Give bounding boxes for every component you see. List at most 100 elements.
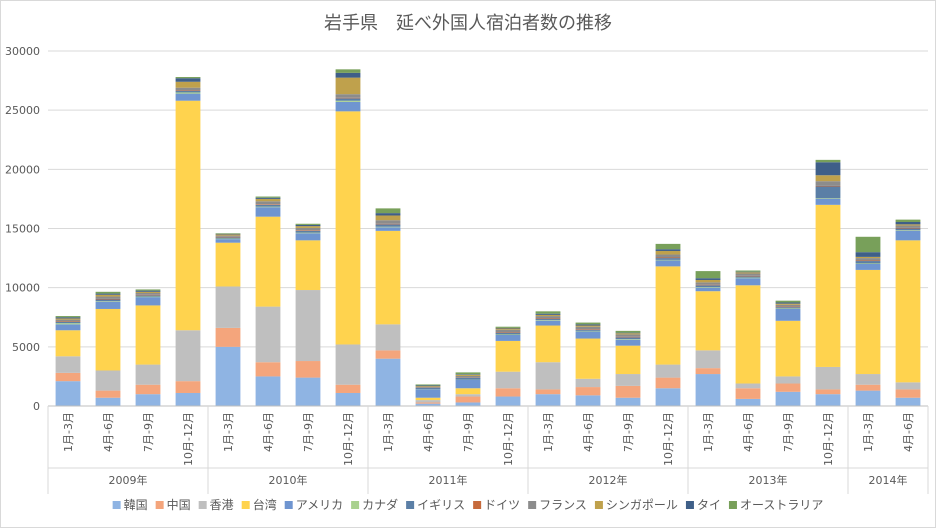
bar-segment (175, 90, 201, 93)
x-category-label: 4月-6月 (742, 412, 755, 452)
x-category-label: 10月-12月 (502, 412, 515, 466)
bar-segment (295, 232, 321, 234)
bar-segment (55, 321, 81, 324)
bar-segment (615, 330, 641, 333)
legend-label: オーストラリア (740, 498, 823, 512)
bar-stack (775, 300, 801, 406)
bar-segment (895, 230, 921, 231)
bar-segment (615, 374, 641, 386)
bar-segment (295, 223, 321, 225)
bar-segment (535, 318, 561, 320)
bar-segment (615, 332, 641, 334)
bar-segment (255, 206, 281, 208)
legend-item: 台湾 (241, 497, 277, 512)
bar-segment (175, 90, 201, 91)
legend-label: シンガポール (606, 498, 678, 512)
bar-segment (655, 364, 681, 378)
bar-segment (95, 298, 121, 300)
bar-segment (455, 379, 481, 389)
bar-segment (535, 311, 561, 314)
bar-segment (695, 287, 721, 292)
bar-segment (55, 319, 81, 322)
bar-segment (335, 72, 361, 78)
bar-segment (655, 250, 681, 255)
bar-segment (495, 335, 521, 341)
bar-segment (455, 372, 481, 375)
bar-segment (815, 394, 841, 406)
bar-stack (95, 291, 121, 406)
bar-segment (575, 338, 601, 379)
bar-segment (95, 301, 121, 309)
legend-item: フランス (528, 498, 587, 512)
bar-segment (415, 400, 441, 403)
bar-segment (95, 296, 121, 299)
legend-item: 中国 (155, 497, 191, 512)
bar-segment (575, 329, 601, 331)
bar-segment (615, 339, 641, 346)
bar-segment (655, 259, 681, 261)
legend-item: 韓国 (112, 498, 148, 512)
bar-segment (855, 256, 881, 259)
bar-stack (335, 69, 361, 406)
legend-item: ドイツ (473, 498, 520, 512)
legend-item: イギリス (406, 498, 465, 512)
legend-label: カナダ (362, 497, 398, 512)
x-group-label: 2010年 (269, 473, 308, 487)
bar-segment (215, 239, 241, 243)
bar-segment (175, 100, 201, 331)
bar-segment (295, 361, 321, 378)
bar-segment (255, 196, 281, 198)
bar-segment (215, 236, 241, 238)
bar-segment (895, 225, 921, 228)
bar-segment (175, 92, 201, 94)
y-tick-label: 25000 (5, 104, 40, 117)
bar-segment (695, 368, 721, 375)
bar-segment (575, 326, 601, 330)
bar-segment (295, 230, 321, 231)
bar-segment (455, 388, 481, 395)
bar-segment (335, 384, 361, 393)
bar-segment (735, 383, 761, 389)
x-group-label: 2011年 (429, 473, 468, 487)
x-category-label: 1月-3月 (222, 412, 235, 452)
bar-segment (375, 226, 401, 228)
bar-segment (175, 330, 201, 382)
x-category-label: 1月-3月 (382, 412, 395, 452)
legend-label: タイ (697, 498, 721, 512)
bar-segment (575, 387, 601, 396)
x-category-label: 1月-3月 (62, 412, 75, 452)
legend-swatch (685, 501, 694, 509)
y-tick-label: 10000 (5, 282, 40, 295)
bar-segment (135, 364, 161, 385)
bar-segment (255, 216, 281, 307)
bar-segment (375, 215, 401, 221)
bar-segment (615, 337, 641, 340)
bar-segment (255, 207, 281, 217)
bar-segment (735, 275, 761, 277)
bar-segment (175, 81, 201, 88)
bar-segment (335, 77, 361, 95)
bar-segment (135, 290, 161, 292)
bar-segment (215, 242, 241, 287)
bar-segment (255, 197, 281, 199)
bar-segment (455, 402, 481, 406)
x-category-label: 4月-6月 (422, 412, 435, 452)
x-category-label: 10月-12月 (342, 412, 355, 466)
bar-segment (55, 356, 81, 373)
bar-segment (375, 324, 401, 351)
bar-segment (55, 330, 81, 357)
bar-segment (655, 249, 681, 251)
bar-stack (135, 289, 161, 406)
bar-stack (375, 208, 401, 406)
bar-segment (815, 175, 841, 182)
bar-segment (175, 87, 201, 91)
bar-segment (535, 313, 561, 315)
legend-swatch (155, 501, 164, 509)
legend-swatch (241, 501, 250, 509)
bar-segment (495, 328, 521, 330)
bar-segment (575, 324, 601, 326)
bar-segment (175, 77, 201, 79)
bar-segment (295, 227, 321, 231)
bar-segment (855, 384, 881, 391)
bar-segment (775, 300, 801, 303)
